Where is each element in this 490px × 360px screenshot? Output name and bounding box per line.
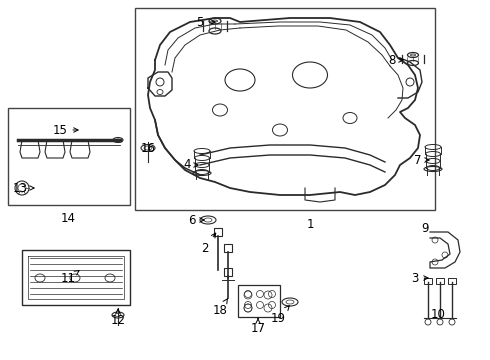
Text: 16: 16 xyxy=(141,141,155,154)
Bar xyxy=(436,278,444,284)
Text: 12: 12 xyxy=(111,309,125,327)
Text: 13: 13 xyxy=(13,181,34,194)
Text: 5: 5 xyxy=(196,15,215,28)
Bar xyxy=(448,278,456,284)
Text: 10: 10 xyxy=(431,309,445,321)
Bar xyxy=(8,108,130,205)
Text: 18: 18 xyxy=(213,298,228,316)
Text: 8: 8 xyxy=(388,54,403,67)
Bar xyxy=(238,285,280,317)
Bar xyxy=(224,268,232,276)
Text: 1: 1 xyxy=(306,219,314,231)
Text: 17: 17 xyxy=(250,319,266,334)
Text: 4: 4 xyxy=(183,158,198,171)
Text: 14: 14 xyxy=(60,211,75,225)
Text: 7: 7 xyxy=(414,153,429,166)
Text: 6: 6 xyxy=(188,213,204,226)
Bar xyxy=(224,244,232,252)
Text: 19: 19 xyxy=(270,306,289,324)
Text: 11: 11 xyxy=(60,271,79,284)
Text: 3: 3 xyxy=(411,271,428,284)
Text: 2: 2 xyxy=(201,233,216,255)
Bar xyxy=(214,228,222,236)
Text: 9: 9 xyxy=(421,221,429,234)
Bar xyxy=(424,278,432,284)
Bar xyxy=(135,8,435,210)
Text: 15: 15 xyxy=(52,123,78,136)
